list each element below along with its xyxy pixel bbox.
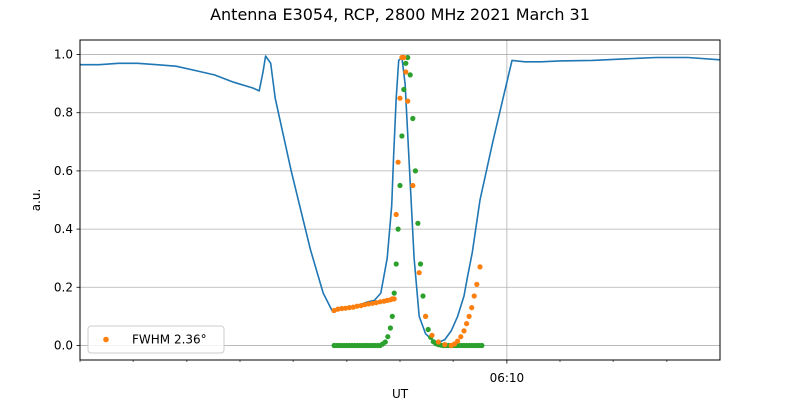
scatter-point-1 [435,339,441,345]
scatter-point-2 [385,334,391,340]
scatter-point-2 [425,326,431,333]
scatter-point-1 [346,305,352,311]
scatter-point-1 [466,313,472,319]
scatter-point-1 [403,69,409,75]
scatter-point-1 [391,296,397,302]
scatter-point-2 [412,168,418,174]
scatter-point-2 [387,325,393,331]
scatter-point-2 [479,342,485,349]
scatter-point-2 [391,290,397,296]
scatter-point-1 [401,54,407,61]
grid [80,40,720,360]
axes: 0.0 0.2 0.4 0.6 0.8 1.0 06:10 [54,48,668,385]
scatter-point-2 [393,261,399,267]
scatter-point-1 [416,270,422,276]
scatter-point-1 [397,95,403,101]
scatter-point-2 [399,133,405,139]
y-tick-label: 0.2 [54,280,73,294]
x-tick-label: 06:10 [490,371,525,385]
scatter-point-1 [455,338,461,344]
scatter-point-1 [423,313,429,319]
scatter-point-2 [407,72,413,78]
scatter-point-1 [477,264,483,270]
scatter-point-1 [335,306,341,312]
scatter-point-2 [401,86,407,93]
scatter-point-1 [429,332,435,338]
scatter-point-2 [397,182,403,189]
scatter-point-1 [339,305,345,312]
scatter-point-1 [393,211,399,218]
scatter-point-1 [442,342,448,348]
scatter-point-2 [395,226,401,232]
scatter-point-1 [410,182,416,189]
y-axis-label: a.u. [29,189,43,212]
scatter-point-1 [469,305,475,311]
y-tick-label: 0.4 [54,222,73,236]
scatter-point-1 [373,300,379,306]
scatter-point-2 [403,60,409,66]
legend-label: FWHM 2.36° [132,333,207,347]
plot-series [80,54,721,349]
scatter-point-1 [405,98,411,104]
plot-frame [79,39,721,361]
scatter-point-2 [382,339,388,345]
scatter-point-1 [366,301,372,307]
scatter-point-2 [420,293,426,299]
y-tick-label: 0.8 [54,106,73,120]
scatter-point-2 [410,115,416,122]
scatter-point-1 [464,321,470,327]
scatter-point-1 [461,328,467,334]
legend: FWHM 2.36° [87,325,225,354]
y-tick-label: 0.6 [54,164,73,178]
y-tick-label: 1.0 [54,48,73,62]
scatter-point-1 [395,159,401,165]
scatter-point-2 [389,313,395,319]
x-axis-label: UT [392,387,409,400]
chart-title: Antenna E3054, RCP, 2800 MHz 2021 March … [210,5,590,24]
legend-box [87,325,225,354]
scatter-point-2 [415,220,421,226]
scatter-point-1 [474,281,480,287]
y-tick-label: 0.0 [54,338,73,352]
scatter-point-1 [471,293,477,299]
scatter-point-2 [405,54,411,61]
scatter-point-1 [354,303,360,309]
legend-marker [103,336,109,343]
series-line-0 [80,55,721,344]
scatter-point-1 [458,334,464,340]
scatter-point-2 [417,261,424,267]
